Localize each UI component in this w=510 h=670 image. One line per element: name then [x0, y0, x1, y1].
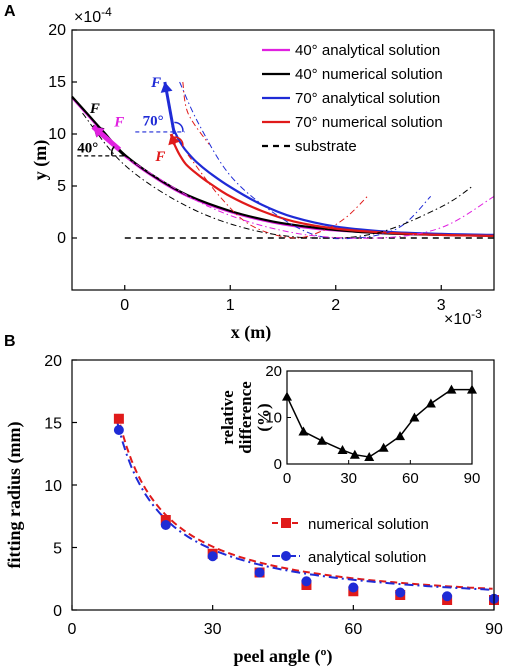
inset-y-label-3: (%): [254, 403, 273, 431]
inset-point: [364, 452, 375, 462]
angle-arc-40: [110, 145, 115, 157]
angle-arc-70-num: [174, 136, 184, 147]
x-exponent: ×10-3: [444, 307, 482, 328]
analytical-fit-curve: [116, 422, 493, 591]
y-tick-label: 0: [57, 230, 66, 247]
y-tick-label: 5: [57, 178, 66, 195]
force-arrow-head-2: [160, 82, 173, 93]
force-label: F: [154, 149, 165, 165]
analytical-point: [113, 425, 124, 435]
y-tick-label: 20: [48, 22, 66, 39]
analytical-point: [207, 551, 218, 562]
inset-point: [467, 384, 477, 394]
fit-curve-2: [82, 112, 474, 239]
inset-point: [316, 435, 327, 445]
analytical-point: [348, 582, 359, 593]
inset-point: [298, 426, 309, 436]
legend-label-analytical: analytical solution: [308, 549, 426, 566]
legend-label: 70° numerical solution: [295, 114, 443, 131]
force-label: F: [113, 115, 124, 131]
y-tick-label: 0: [53, 603, 62, 620]
panel-a-letter: A: [4, 3, 16, 20]
inset-line: [286, 388, 472, 458]
x-tick-label: 2: [331, 297, 340, 314]
force-arrow-head-1: [93, 126, 105, 138]
inset-y-tick-label: 10: [265, 410, 282, 427]
inset-x-tick-label: 90: [464, 470, 481, 487]
inset-y-label-2: difference: [236, 381, 255, 454]
analytical-point: [395, 587, 406, 598]
x-tick-label: 0: [68, 621, 77, 638]
inset-x-tick-label: 30: [340, 470, 357, 487]
legend-label: substrate: [295, 138, 357, 155]
legend-marker-numerical: [281, 518, 291, 528]
inset-x-tick-label: 60: [402, 470, 419, 487]
inset-point: [378, 442, 389, 452]
x-tick-label: 0: [120, 297, 129, 314]
inset-point: [282, 391, 292, 401]
fit-curve-0: [187, 154, 368, 239]
inset-point: [409, 412, 420, 422]
angle-label: 40°: [77, 141, 98, 157]
plot-frame: [71, 29, 495, 291]
y-tick-label: 15: [48, 74, 66, 91]
analytical-point: [160, 520, 171, 530]
inset-point: [425, 398, 436, 408]
inset-y-tick-label: 0: [274, 456, 282, 473]
y-axis-label: y (m): [30, 140, 51, 180]
numerical-point: [113, 413, 124, 424]
series-line-3: [171, 138, 495, 237]
inset-point: [337, 445, 348, 455]
fit-curve-3: [124, 156, 495, 239]
y-tick-label: 10: [48, 126, 66, 143]
y-tick-label: 10: [44, 478, 62, 495]
x-exponent-power: -3: [471, 307, 482, 321]
y-tick-label: 20: [44, 353, 62, 370]
y-tick-label: 15: [44, 416, 62, 433]
force-label: F: [150, 75, 161, 91]
legend-label-numerical: numerical solution: [308, 516, 429, 533]
x-tick-label: 1: [226, 297, 235, 314]
inset-point: [446, 384, 457, 394]
y-exponent: ×10-4: [74, 5, 112, 26]
force-arrow-head-3: [168, 134, 180, 146]
inset-frame: [286, 370, 473, 465]
x-tick-label: 90: [485, 621, 503, 638]
inset-point: [395, 431, 406, 441]
fit-curve-1: [179, 81, 432, 240]
x-axis-label: peel angle (º): [234, 646, 333, 667]
x-tick-label: 30: [204, 621, 222, 638]
analytical-point: [301, 576, 312, 587]
inset-point: [349, 449, 360, 459]
panel-b-letter: B: [4, 333, 16, 350]
x-axis-label: x (m): [231, 322, 271, 343]
y-tick-label: 5: [53, 541, 62, 558]
inset-y-label-1: relative: [218, 390, 237, 445]
panel-b: B 0 30 60 90 0 5 10 15 20 peel angle (º) fitting ra…: [4, 333, 503, 667]
analytical-point: [442, 591, 453, 602]
legend-label: 70° analytical solution: [295, 90, 440, 107]
analytical-point: [254, 567, 265, 578]
angle-label: 70°: [143, 114, 164, 130]
angle-arc-70: [174, 121, 184, 133]
legend-label: 40° analytical solution: [295, 42, 440, 59]
inset-y-tick-label: 20: [265, 363, 282, 380]
force-label: F: [89, 101, 100, 117]
x-tick-label: 3: [437, 297, 446, 314]
fit-curve-4: [182, 81, 210, 145]
numerical-fit-curve: [116, 413, 493, 590]
y-exponent-power: -4: [101, 5, 112, 19]
y-axis-label: fitting radius (mm): [4, 422, 25, 569]
legend-label: 40° numerical solution: [295, 66, 443, 83]
legend-marker-analytical: [281, 551, 291, 561]
inset-x-tick-label: 0: [283, 470, 291, 487]
x-tick-label: 60: [344, 621, 362, 638]
